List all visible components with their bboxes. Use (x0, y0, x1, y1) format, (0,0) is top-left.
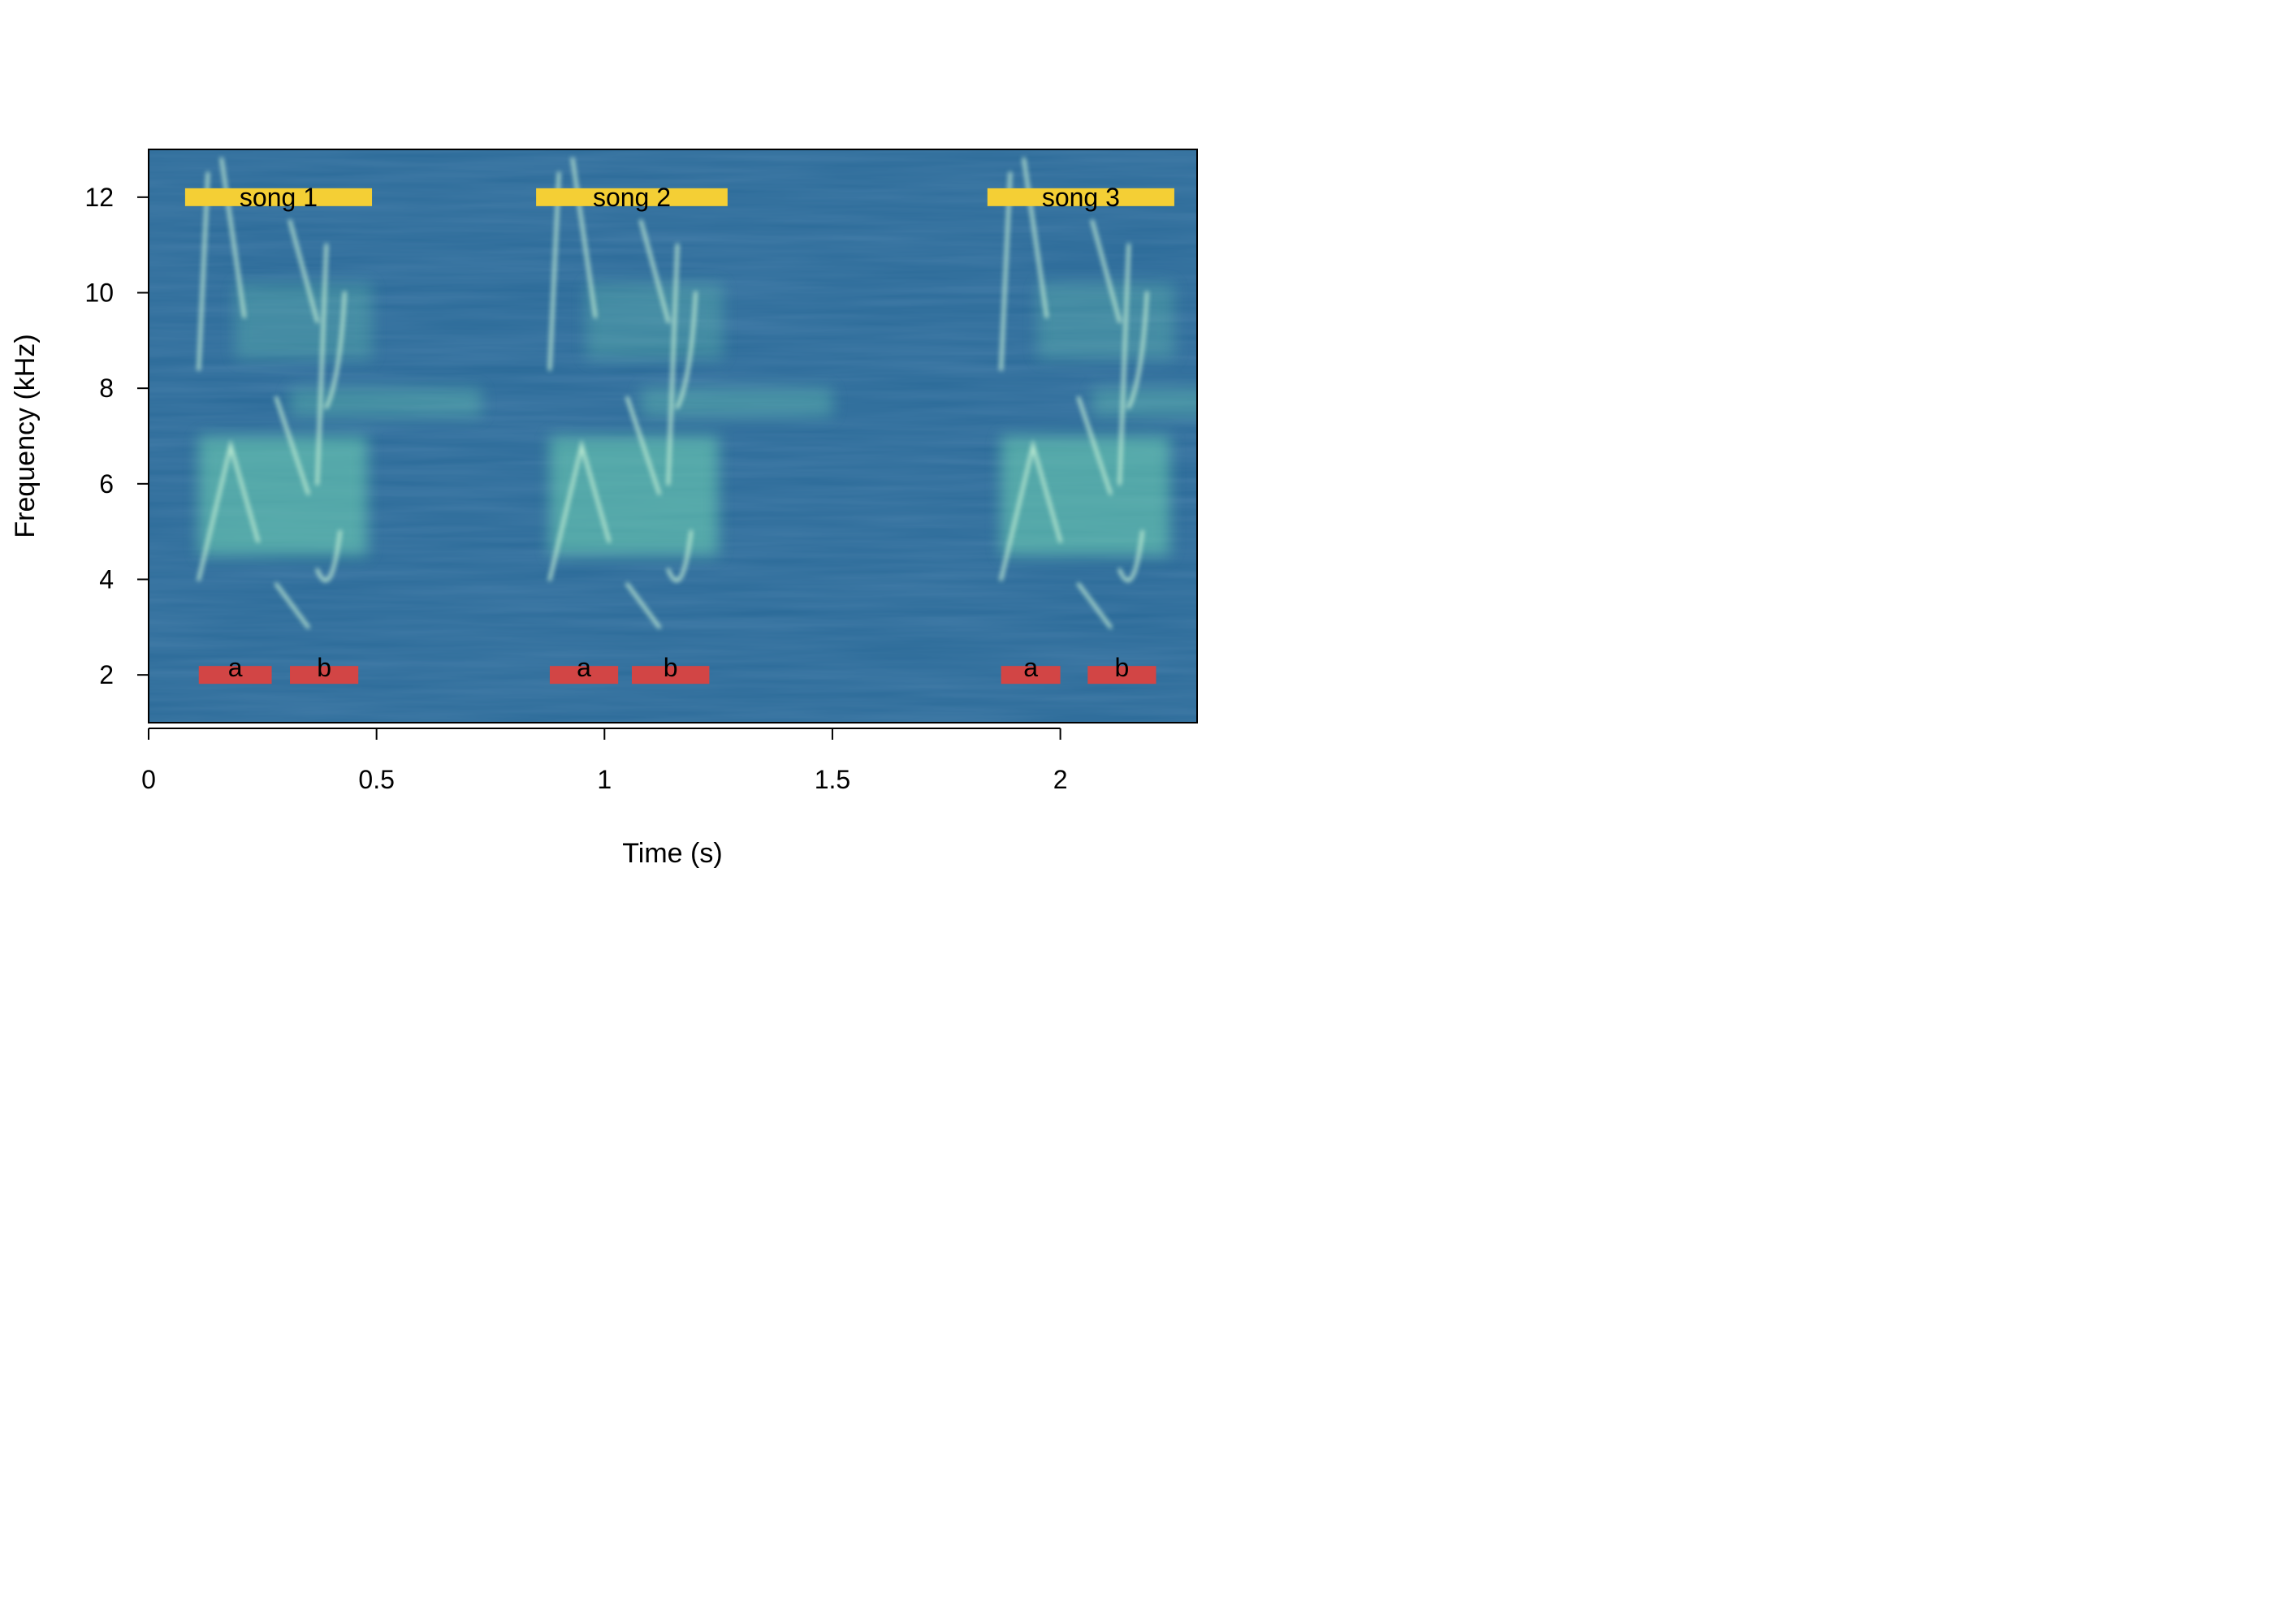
y-tick-label: 10 (84, 279, 114, 308)
x-tick-label: 0.5 (358, 765, 394, 794)
y-tick-label: 8 (99, 374, 114, 403)
x-axis-title: Time (s) (622, 838, 722, 869)
energy-trace (197, 438, 260, 581)
energy-trace (666, 243, 680, 486)
energy-trace (1118, 243, 1131, 486)
energy-trace (219, 157, 246, 318)
energy-glow (198, 283, 1197, 556)
syllable-bar (549, 666, 619, 685)
energy-trace (288, 219, 319, 323)
energy-trace (625, 395, 661, 495)
annotation-layer: song 1 song 2 song 3 a b a b a b (184, 183, 1174, 685)
x-tick-label: 1 (597, 765, 612, 794)
syllable-label: b (1114, 653, 1129, 682)
energy-trace (1090, 219, 1122, 323)
y-axis-title: Frequency (kHz) (10, 334, 41, 538)
plot-area (149, 149, 1197, 723)
energy-trace (275, 582, 310, 629)
x-tick-label: 0 (141, 765, 156, 794)
energy-trace (324, 291, 347, 409)
energy-trace (275, 395, 310, 495)
energy-band (586, 283, 724, 360)
syllable-bar (290, 666, 359, 685)
syllable-bar (631, 666, 710, 685)
energy-trace (571, 157, 598, 318)
song-bar (987, 188, 1174, 206)
song-label: song 1 (240, 183, 318, 212)
x-tick-label: 1.5 (815, 765, 850, 794)
song-bar (536, 188, 728, 206)
energy-trace (547, 438, 611, 581)
energy-band (1037, 283, 1174, 360)
syllable-bar (198, 666, 272, 685)
energy-trace (625, 582, 661, 629)
energy-traces (197, 157, 1149, 629)
energy-trace (666, 529, 693, 582)
syllable-label: b (664, 653, 678, 682)
energy-band (549, 436, 719, 556)
song-label: song 2 (593, 183, 671, 212)
y-tick-label: 12 (84, 183, 114, 212)
syllable-label: a (577, 653, 591, 682)
energy-trace (1118, 529, 1144, 582)
energy-band (198, 436, 368, 556)
song-label: song 3 (1042, 183, 1120, 212)
syllable-label: b (317, 653, 331, 682)
energy-trace (315, 243, 328, 486)
spectrogram-energy (197, 157, 1197, 629)
syllable-bar (1001, 666, 1061, 685)
syllable-label: a (1023, 653, 1038, 682)
y-tick-label: 4 (99, 565, 114, 594)
energy-band (1001, 436, 1170, 556)
spectrogram-chart: song 1 song 2 song 3 a b a b a b 0 0.5 1 1.5 2 2 4 6 8 1… (10, 149, 1198, 869)
y-axis: 2 4 6 8 10 12 (84, 183, 149, 689)
energy-trace (1077, 395, 1113, 495)
y-tick-label: 6 (99, 469, 114, 499)
energy-trace (1022, 157, 1048, 318)
energy-trace (999, 438, 1062, 581)
energy-trace (315, 529, 342, 582)
energy-trace (1126, 291, 1149, 409)
energy-band (235, 283, 373, 360)
song-bar (184, 188, 373, 206)
syllable-label: a (228, 653, 243, 682)
x-axis: 0 0.5 1 1.5 2 (141, 728, 1068, 794)
energy-trace (676, 291, 698, 409)
y-tick-label: 2 (99, 660, 114, 689)
syllable-bar (1087, 666, 1156, 685)
energy-band (1092, 388, 1197, 417)
energy-trace (639, 219, 670, 323)
energy-trace (1077, 582, 1113, 629)
x-tick-label: 2 (1053, 765, 1068, 794)
